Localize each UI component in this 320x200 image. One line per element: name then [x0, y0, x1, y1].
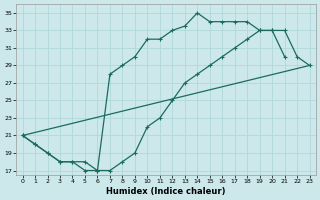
- X-axis label: Humidex (Indice chaleur): Humidex (Indice chaleur): [106, 187, 226, 196]
